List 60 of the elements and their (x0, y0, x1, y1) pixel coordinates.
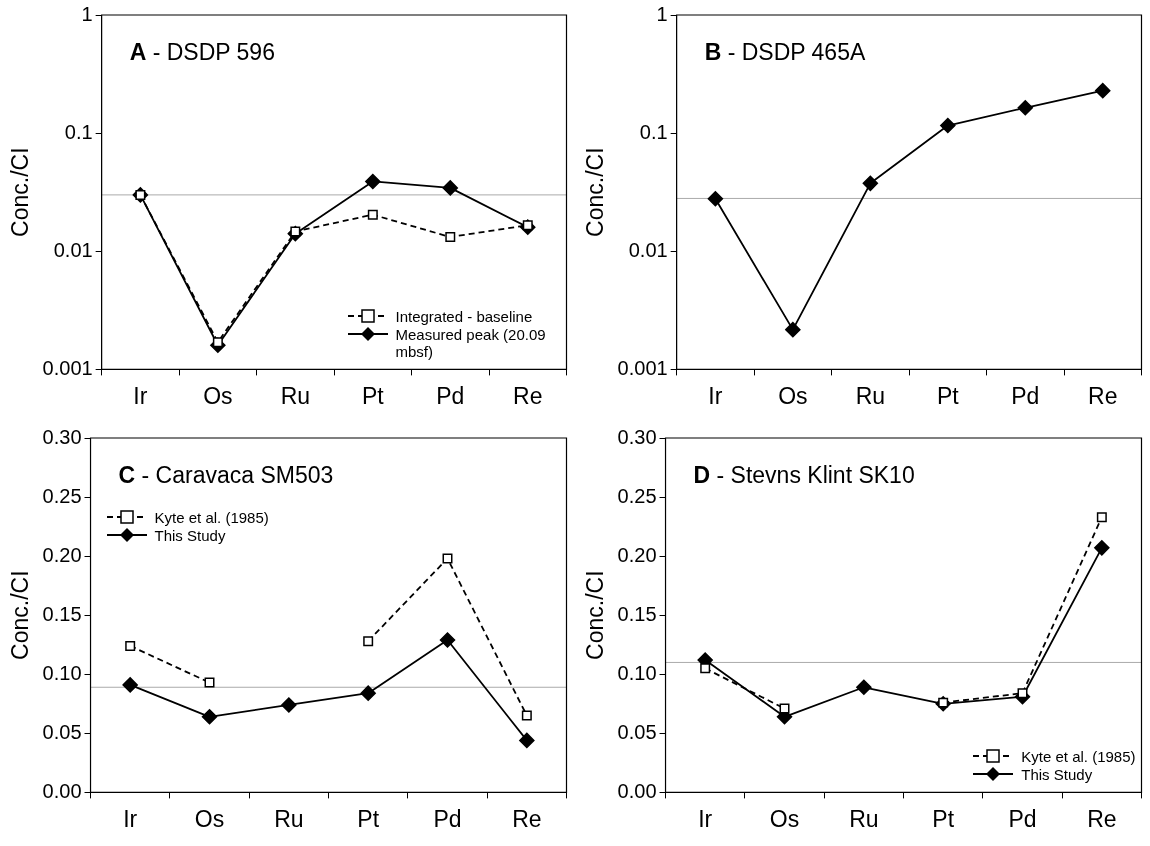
y-axis-title: Conc./CI (7, 570, 34, 660)
text: B - DSDP 465A (704, 39, 866, 66)
x-tick-label: Re (1087, 805, 1117, 832)
x-tick-label: Os (194, 805, 225, 832)
x-tick-label: Re (512, 805, 542, 832)
x-tick-label: Ru (274, 805, 304, 832)
x-tick-label: Ir (708, 382, 723, 409)
y-tick-label: 0.20 (617, 543, 657, 566)
y-tick-label: 0.01 (628, 238, 668, 261)
y-axis-title: Conc./CI (7, 147, 34, 237)
y-tick-label: 0.10 (617, 661, 657, 684)
y-tick-label: 0.10 (42, 661, 82, 684)
y-axis-title: Conc./CI (582, 570, 609, 660)
legend-label: Kyte et al. (1985) (154, 509, 269, 526)
x-tick-label: Ru (849, 805, 879, 832)
x-tick-label: Re (1088, 382, 1118, 409)
x-tick-label: Pt (936, 382, 960, 409)
legend-label: This Study (1021, 766, 1093, 784)
y-tick-label: 1 (81, 2, 93, 25)
x-tick-label: Ir (123, 805, 138, 832)
y-tick-label: 0.001 (42, 356, 93, 379)
y-tick-label: 0.1 (64, 120, 93, 143)
x-tick-label: Os (769, 805, 800, 832)
y-tick-label: 0.30 (42, 425, 82, 448)
x-tick-label: Os (778, 382, 808, 409)
x-tick-label: Ru (280, 382, 311, 409)
y-tick-label: 0.01 (53, 238, 93, 261)
legend-label: This Study (154, 527, 226, 544)
x-tick-label: Ir (698, 805, 713, 832)
legend-label: Kyte et al. (1985) (1021, 748, 1136, 766)
y-axis-title: Conc./CI (582, 147, 609, 237)
y-tick-label: 0.30 (617, 425, 657, 448)
x-tick-label: Os (203, 382, 233, 409)
x-tick-label: Ir (133, 382, 148, 409)
y-tick-label: 0.1 (639, 120, 668, 143)
x-tick-label: Pd (433, 805, 462, 832)
legend-label: Measured peak (20.09 mbsf) (395, 326, 547, 361)
x-tick-label: Pd (1008, 805, 1037, 832)
x-tick-label: Pt (361, 382, 385, 409)
y-tick-label: 0.25 (617, 484, 657, 507)
y-tick-label: 0.05 (617, 720, 657, 743)
y-tick-label: 0.15 (42, 602, 82, 625)
y-tick-label: 0.15 (617, 602, 657, 625)
text: A - DSDP 596 (129, 39, 275, 66)
y-tick-label: 0.00 (617, 779, 657, 802)
x-tick-label: Pt (357, 805, 380, 832)
x-tick-label: Ru (855, 382, 886, 409)
x-tick-label: Pd (1011, 382, 1040, 409)
legend-label: Integrated - baseline (395, 308, 533, 326)
x-tick-label: Re (513, 382, 543, 409)
x-tick-label: Pt (932, 805, 955, 832)
y-tick-label: 0.05 (42, 720, 82, 743)
y-tick-label: 0.20 (42, 543, 82, 566)
text: C - Caravaca SM503 (118, 462, 334, 489)
y-tick-label: 0.00 (42, 779, 82, 802)
y-tick-label: 0.001 (617, 356, 668, 379)
y-tick-label: 1 (656, 2, 668, 25)
x-tick-label: Pd (436, 382, 465, 409)
text: D - Stevns Klint SK10 (693, 462, 915, 489)
y-tick-label: 0.25 (42, 484, 82, 507)
